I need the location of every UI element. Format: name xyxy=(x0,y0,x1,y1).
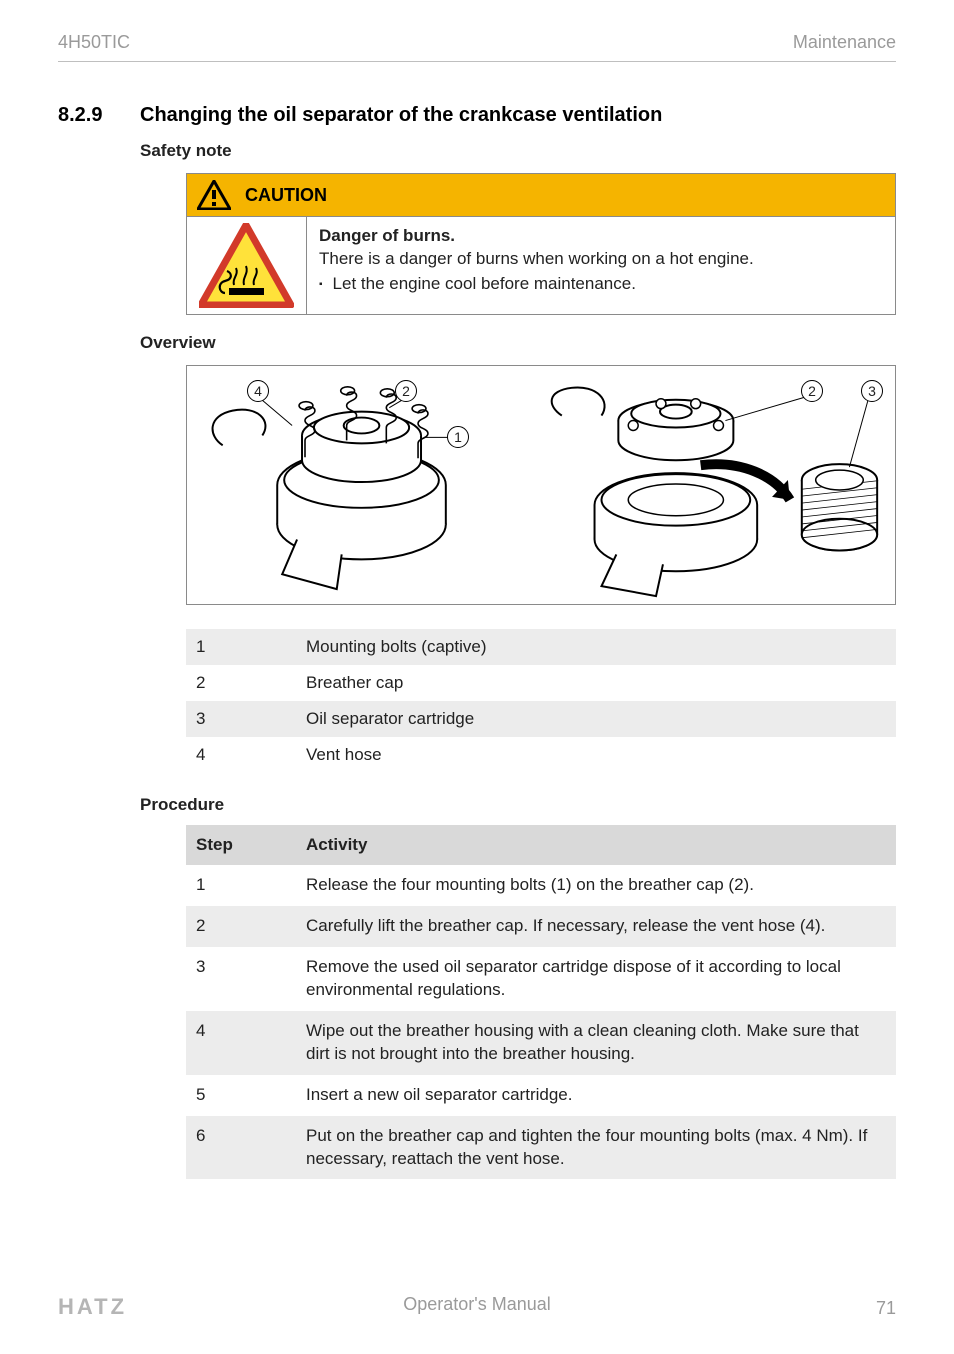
overview-heading: Overview xyxy=(140,333,896,353)
col-activity: Activity xyxy=(296,825,896,865)
step-num: 1 xyxy=(186,865,296,906)
page-header: 4H50TIC Maintenance xyxy=(58,32,896,59)
footer-center: Operator's Manual xyxy=(58,1294,896,1315)
diagram-left: 4 2 1 xyxy=(187,366,541,604)
caution-body: Danger of burns. There is a danger of bu… xyxy=(187,217,895,314)
step-num: 5 xyxy=(186,1075,296,1116)
step-num: 6 xyxy=(186,1116,296,1180)
hot-surface-icon xyxy=(199,223,294,308)
header-rule xyxy=(58,61,896,62)
callout: 2 xyxy=(801,380,823,402)
step-activity: Wipe out the breather housing with a cle… xyxy=(296,1011,896,1075)
step-num: 2 xyxy=(186,906,296,947)
legend-label: Mounting bolts (captive) xyxy=(296,629,896,665)
legend-label: Breather cap xyxy=(296,665,896,701)
page-footer: HATZ Operator's Manual 71 xyxy=(58,1294,896,1320)
header-left: 4H50TIC xyxy=(58,32,130,53)
col-step: Step xyxy=(186,825,296,865)
caution-text: Danger of burns. There is a danger of bu… xyxy=(307,217,895,314)
caution-bullet: Let the engine cool before maintenance. xyxy=(319,273,883,296)
callout: 2 xyxy=(395,380,417,402)
step-activity: Insert a new oil separator cartridge. xyxy=(296,1075,896,1116)
legend-label: Oil separator cartridge xyxy=(296,701,896,737)
step-activity: Release the four mounting bolts (1) on t… xyxy=(296,865,896,906)
procedure-table: Step Activity 1Release the four mounting… xyxy=(186,825,896,1179)
caution-pictogram-cell xyxy=(187,217,307,314)
page: 4H50TIC Maintenance 8.2.9 Changing the o… xyxy=(0,0,954,1354)
caution-body-text: There is a danger of burns when working … xyxy=(319,248,883,271)
overview-diagram: 4 2 1 xyxy=(186,365,896,605)
legend-num: 1 xyxy=(186,629,296,665)
caution-head: CAUTION xyxy=(187,174,895,217)
callout: 3 xyxy=(861,380,883,402)
warning-triangle-icon xyxy=(197,180,231,210)
legend-num: 3 xyxy=(186,701,296,737)
caution-label: CAUTION xyxy=(245,185,327,206)
assembly-drawing-right xyxy=(541,366,895,604)
legend-label: Vent hose xyxy=(296,737,896,773)
section-title: Changing the oil separator of the crankc… xyxy=(140,104,662,127)
step-activity: Put on the breather cap and tighten the … xyxy=(296,1116,896,1180)
content: Safety note CAUTION xyxy=(140,141,896,1179)
diagram-right: 2 3 xyxy=(541,366,895,604)
procedure-heading: Procedure xyxy=(140,795,896,815)
callout: 4 xyxy=(247,380,269,402)
header-right: Maintenance xyxy=(793,32,896,53)
legend-num: 2 xyxy=(186,665,296,701)
caution-body-title: Danger of burns. xyxy=(319,225,883,248)
assembly-drawing-left xyxy=(187,366,541,604)
section-number: 8.2.9 xyxy=(58,104,140,127)
legend-num: 4 xyxy=(186,737,296,773)
step-num: 3 xyxy=(186,947,296,1011)
step-num: 4 xyxy=(186,1011,296,1075)
caution-box: CAUTION Danger of burns. T xyxy=(186,173,896,315)
step-activity: Carefully lift the breather cap. If nece… xyxy=(296,906,896,947)
callout: 1 xyxy=(447,426,469,448)
step-activity: Remove the used oil separator cartridge … xyxy=(296,947,896,1011)
safety-heading: Safety note xyxy=(140,141,896,161)
legend-table: 1Mounting bolts (captive) 2Breather cap … xyxy=(186,629,896,773)
section-heading: 8.2.9 Changing the oil separator of the … xyxy=(58,104,896,127)
